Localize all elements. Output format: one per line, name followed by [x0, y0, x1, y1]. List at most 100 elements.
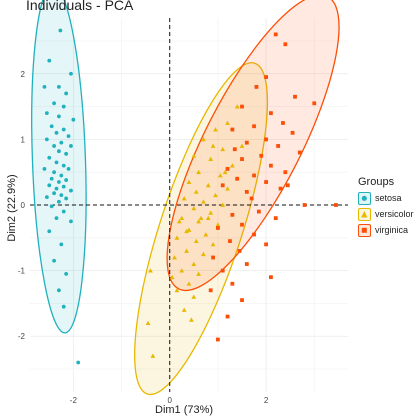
point-setosa	[57, 288, 61, 293]
point-virginica	[240, 222, 244, 227]
legend-label-versicolor: versicolor	[375, 209, 414, 219]
point-setosa	[44, 137, 49, 142]
point-virginica	[252, 232, 256, 237]
ellipse-virginica	[166, 0, 340, 292]
point-versicolor	[191, 205, 197, 211]
point-setosa	[54, 130, 59, 135]
point-setosa	[57, 199, 61, 204]
x-tick-label: 2	[264, 396, 269, 405]
chart-title: Individuals - PCA	[26, 0, 134, 13]
point-setosa	[54, 186, 59, 191]
point-setosa	[52, 258, 56, 263]
point-virginica	[269, 275, 273, 280]
point-setosa	[61, 209, 66, 214]
point-setosa	[59, 242, 64, 247]
point-virginica	[249, 196, 254, 201]
point-versicolor	[191, 261, 197, 266]
point-versicolor	[186, 179, 192, 184]
ellipse-versicolor	[134, 62, 269, 396]
point-virginica	[230, 127, 235, 132]
point-setosa	[64, 271, 69, 276]
point-versicolor	[234, 104, 240, 109]
point-versicolor	[186, 227, 192, 232]
point-virginica	[240, 298, 244, 303]
point-virginica	[312, 101, 317, 106]
point-versicolor	[169, 274, 175, 280]
point-virginica	[216, 226, 220, 230]
point-setosa	[69, 144, 73, 148]
point-versicolor	[203, 232, 209, 237]
point-versicolor	[179, 268, 185, 273]
point-versicolor	[201, 199, 206, 204]
point-versicolor	[222, 169, 228, 175]
point-versicolor	[217, 173, 223, 178]
point-virginica	[244, 140, 249, 145]
point-setosa	[44, 195, 49, 200]
point-versicolor	[193, 189, 199, 194]
point-versicolor	[213, 127, 218, 132]
point-virginica	[235, 176, 240, 181]
legend-item-virginica: virginica	[358, 222, 414, 238]
point-virginica	[230, 281, 235, 286]
point-versicolor	[213, 192, 218, 198]
point-versicolor	[215, 222, 221, 227]
legend-title: Groups	[358, 176, 395, 188]
point-versicolor	[186, 281, 192, 286]
point-virginica	[269, 163, 273, 168]
point-virginica	[225, 167, 230, 171]
point-setosa	[47, 58, 52, 63]
point-setosa	[69, 219, 73, 224]
point-versicolor	[229, 163, 235, 168]
legend-key-versicolor	[358, 207, 371, 221]
point-virginica	[256, 209, 261, 214]
point-versicolor	[191, 153, 197, 158]
point-virginica	[302, 203, 307, 207]
legend: Groups setosa versicolor virginica	[358, 176, 414, 238]
x-tick-label: 0	[168, 396, 173, 405]
point-virginica	[216, 337, 220, 342]
point-setosa	[59, 193, 64, 198]
point-setosa	[42, 167, 47, 171]
ellipse-setosa	[31, 0, 87, 334]
point-virginica	[273, 32, 278, 37]
point-setosa	[69, 71, 73, 76]
y-tick-label: -1	[18, 267, 26, 276]
point-virginica	[281, 121, 285, 125]
point-versicolor	[176, 219, 182, 224]
point-versicolor	[208, 156, 214, 161]
legend-marker-virginica	[361, 227, 367, 233]
point-virginica	[240, 104, 244, 109]
point-virginica	[208, 288, 213, 293]
point-versicolor	[196, 219, 202, 224]
grid	[30, 18, 348, 392]
point-virginica	[297, 150, 302, 155]
point-virginica	[264, 75, 268, 79]
point-setosa	[54, 160, 59, 165]
point-virginica	[232, 147, 237, 152]
point-versicolor	[205, 182, 211, 188]
point-versicolor	[193, 238, 199, 244]
point-versicolor	[189, 317, 194, 322]
point-versicolor	[174, 235, 180, 240]
point-setosa	[76, 360, 81, 365]
point-virginica	[259, 153, 264, 158]
point-versicolor	[145, 320, 151, 326]
point-virginica	[225, 314, 230, 319]
point-setosa	[52, 101, 56, 106]
point-versicolor	[198, 215, 204, 221]
point-versicolor	[148, 268, 153, 273]
point-virginica	[240, 157, 244, 161]
point-virginica	[283, 42, 288, 47]
point-virginica	[283, 170, 288, 175]
point-virginica	[285, 183, 290, 188]
point-virginica	[244, 262, 249, 266]
point-versicolor	[184, 248, 189, 253]
point-versicolor	[220, 202, 226, 207]
y-axis-label: Dim2 (22.9%)	[6, 174, 18, 242]
point-setosa	[49, 204, 54, 209]
y-tick-label: 0	[21, 201, 26, 210]
point-setosa	[64, 151, 69, 156]
point-setosa	[59, 140, 64, 145]
point-virginica	[252, 124, 256, 129]
point-versicolor	[191, 294, 197, 299]
